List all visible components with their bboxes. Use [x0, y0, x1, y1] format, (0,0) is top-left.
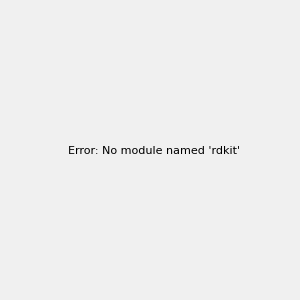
- Text: Error: No module named 'rdkit': Error: No module named 'rdkit': [68, 146, 240, 157]
